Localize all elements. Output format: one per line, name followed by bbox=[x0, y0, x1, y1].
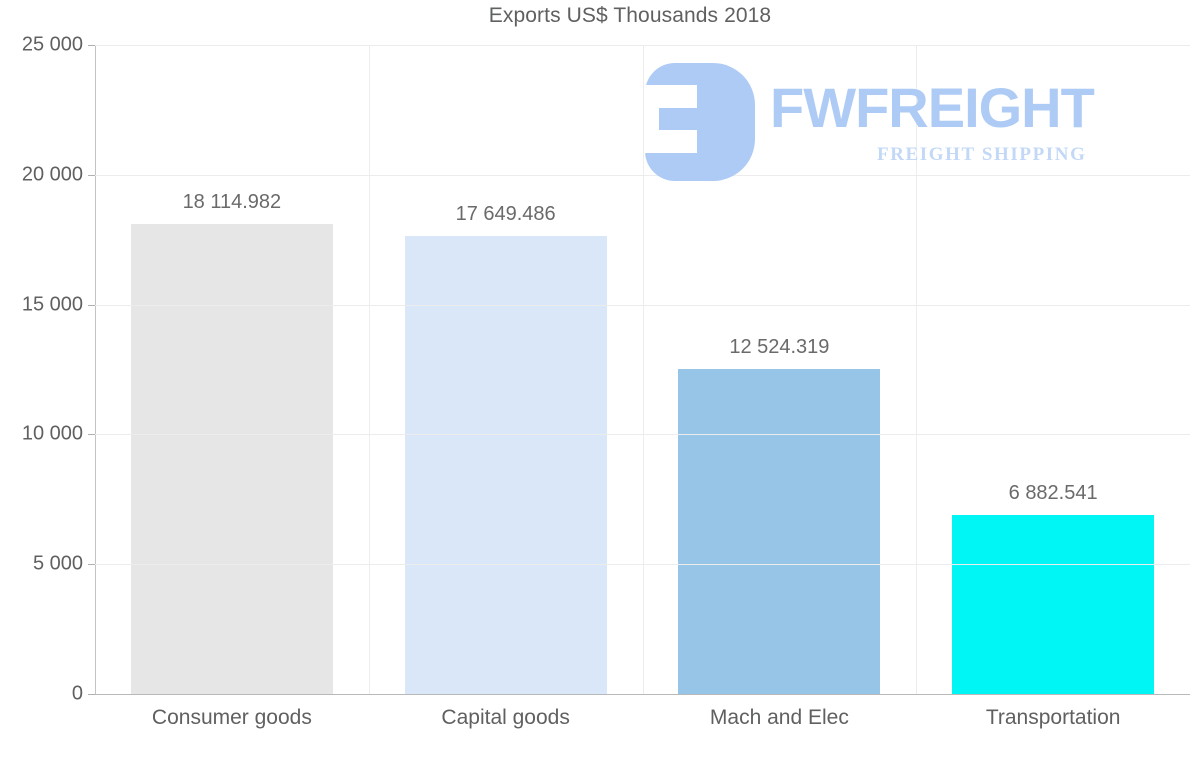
y-tick-mark bbox=[88, 564, 95, 566]
y-tick-label: 5 000 bbox=[32, 552, 83, 575]
gridline-vertical bbox=[642, 45, 644, 694]
gridline-horizontal bbox=[95, 564, 1190, 566]
gridline-horizontal bbox=[95, 304, 1190, 306]
bar[interactable] bbox=[678, 368, 881, 694]
y-axis-line bbox=[95, 45, 96, 695]
y-tick-label: 10 000 bbox=[21, 422, 83, 445]
chart-title: Exports US$ Thousands 2018 bbox=[488, 4, 772, 27]
y-tick-mark bbox=[88, 694, 95, 695]
bar-value-label: 12 524.319 bbox=[729, 335, 830, 358]
y-tick-mark bbox=[88, 45, 95, 46]
bar-value-label: 6 882.541 bbox=[1008, 482, 1098, 505]
gridline-horizontal bbox=[95, 45, 1190, 46]
bar[interactable] bbox=[130, 223, 333, 694]
y-tick-mark bbox=[88, 434, 95, 436]
x-tick-label: Transportation bbox=[985, 706, 1121, 729]
y-tick-label: 25 000 bbox=[21, 33, 83, 56]
y-tick-label: 0 bbox=[71, 682, 83, 705]
plot-area bbox=[95, 45, 1190, 695]
gridline-vertical bbox=[368, 45, 370, 694]
x-tick-label: Capital goods bbox=[441, 706, 570, 729]
bar[interactable] bbox=[404, 235, 607, 694]
y-tick-label: 20 000 bbox=[21, 163, 83, 186]
y-tick-mark bbox=[88, 304, 95, 306]
y-tick-mark bbox=[88, 174, 95, 176]
bar-value-label: 18 114.982 bbox=[182, 190, 282, 213]
x-tick-label: Mach and Elec bbox=[709, 706, 849, 729]
y-tick-label: 15 000 bbox=[21, 293, 83, 316]
bar-value-label: 17 649.486 bbox=[455, 202, 556, 225]
gridline-vertical bbox=[916, 45, 918, 694]
gridline-horizontal bbox=[95, 174, 1190, 176]
x-tick-label: Consumer goods bbox=[151, 706, 312, 729]
bar[interactable] bbox=[952, 515, 1155, 694]
gridline-horizontal bbox=[95, 694, 1190, 695]
gridline-horizontal bbox=[95, 434, 1190, 436]
